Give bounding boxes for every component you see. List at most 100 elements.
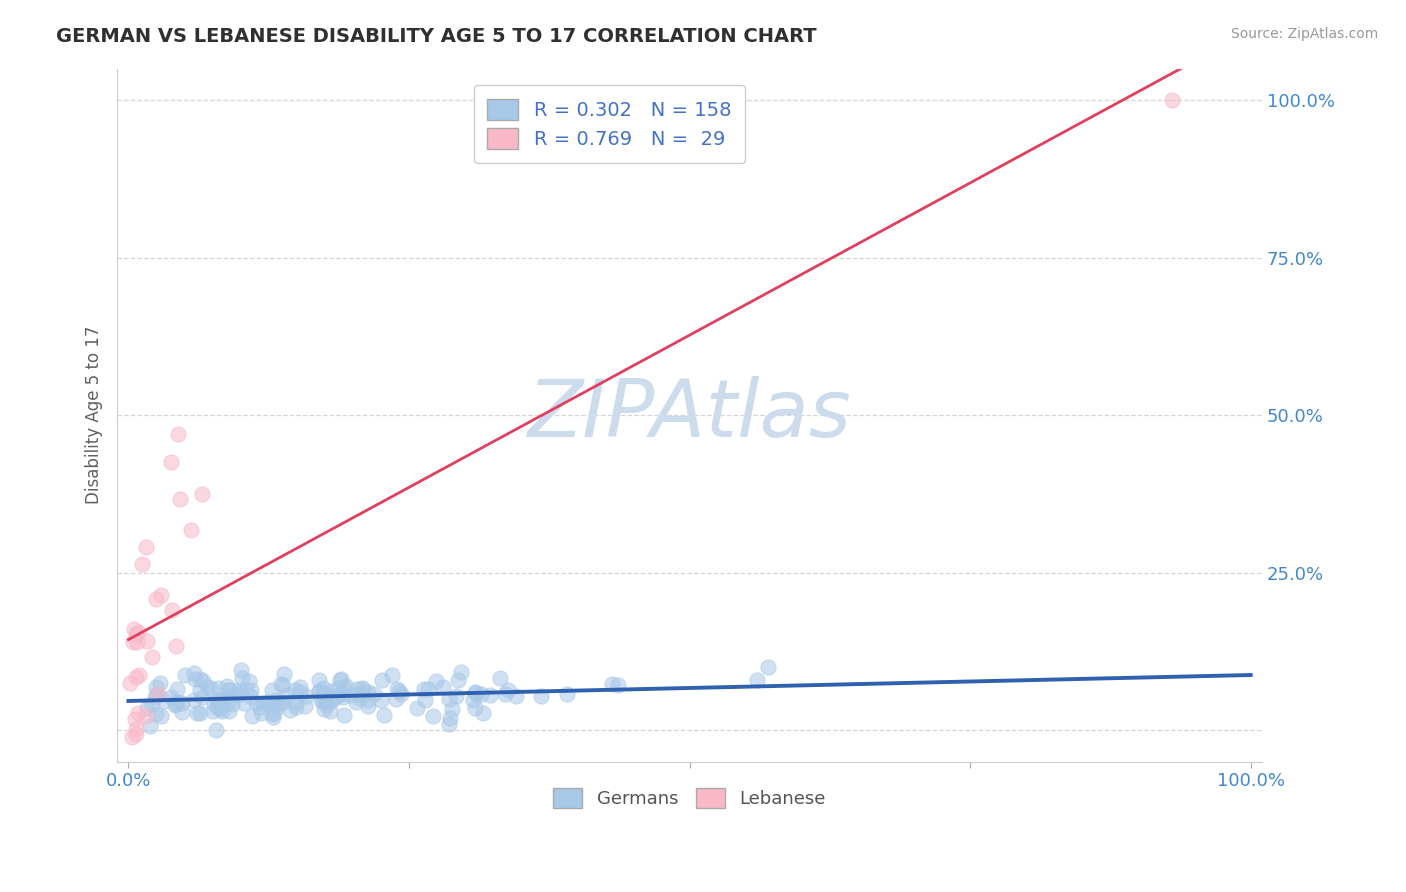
Point [221, 697, 243, 711]
Point [326, 689, 349, 703]
Point [496, 682, 519, 697]
Point [432, 680, 454, 694]
Point [472, 706, 495, 720]
Point [346, 681, 368, 696]
Point [357, 693, 380, 707]
Point [326, 681, 349, 695]
Point [197, 680, 219, 694]
Point [263, 706, 285, 720]
Point [160, 603, 183, 617]
Point [406, 700, 429, 714]
Point [470, 687, 492, 701]
Point [249, 700, 271, 714]
Point [312, 695, 335, 709]
Point [205, 699, 228, 714]
Point [318, 704, 340, 718]
Point [228, 682, 250, 697]
Point [332, 690, 354, 705]
Point [149, 676, 172, 690]
Point [166, 695, 188, 709]
Point [745, 673, 768, 687]
Point [218, 704, 240, 718]
Point [607, 678, 630, 692]
Point [191, 674, 214, 689]
Point [143, 690, 166, 704]
Point [163, 698, 186, 713]
Point [288, 681, 311, 695]
Point [270, 696, 292, 710]
Point [233, 696, 256, 710]
Point [205, 693, 228, 707]
Point [127, 624, 149, 639]
Point [294, 698, 316, 713]
Point [141, 649, 163, 664]
Point [139, 719, 162, 733]
Point [311, 681, 333, 695]
Point [186, 706, 208, 721]
Point [153, 694, 176, 708]
Point [146, 687, 169, 701]
Point [215, 690, 238, 704]
Point [188, 682, 211, 697]
Point [388, 684, 411, 698]
Point [145, 707, 167, 722]
Point [160, 690, 183, 705]
Point [284, 697, 307, 711]
Point [278, 703, 301, 717]
Point [125, 634, 148, 648]
Point [352, 681, 374, 695]
Point [136, 634, 159, 648]
Point [322, 691, 344, 706]
Point [231, 671, 253, 685]
Point [600, 676, 623, 690]
Point [464, 701, 486, 715]
Point [413, 693, 436, 707]
Point [226, 689, 249, 703]
Point [276, 688, 298, 702]
Point [240, 683, 263, 698]
Point [135, 540, 157, 554]
Point [288, 685, 311, 699]
Point [122, 622, 145, 636]
Point [260, 707, 283, 722]
Point [260, 696, 283, 710]
Point [208, 696, 231, 710]
Point [170, 706, 193, 720]
Point [202, 704, 225, 718]
Point [208, 696, 231, 710]
Point [315, 698, 337, 712]
Point [295, 690, 318, 704]
Point [489, 671, 512, 685]
Point [135, 709, 157, 723]
Point [127, 706, 149, 720]
Point [183, 693, 205, 707]
Point [441, 702, 464, 716]
Point [229, 685, 252, 699]
Point [145, 680, 167, 694]
Point [321, 694, 343, 708]
Point [450, 665, 472, 680]
Legend: Germans, Lebanese: Germans, Lebanese [546, 780, 834, 815]
Point [284, 683, 307, 698]
Point [332, 708, 354, 723]
Point [205, 723, 228, 738]
Point [308, 684, 330, 698]
Point [555, 687, 578, 701]
Point [465, 686, 488, 700]
Point [329, 672, 352, 686]
Point [273, 667, 295, 681]
Point [349, 687, 371, 701]
Point [128, 668, 150, 682]
Point [344, 695, 367, 709]
Point [240, 709, 263, 723]
Point [330, 688, 353, 702]
Point [464, 685, 486, 699]
Point [309, 693, 332, 707]
Text: Source: ZipAtlas.com: Source: ZipAtlas.com [1230, 27, 1378, 41]
Point [121, 635, 143, 649]
Point [329, 673, 352, 688]
Point [416, 681, 439, 696]
Point [209, 702, 232, 716]
Point [264, 693, 287, 707]
Point [238, 674, 260, 689]
